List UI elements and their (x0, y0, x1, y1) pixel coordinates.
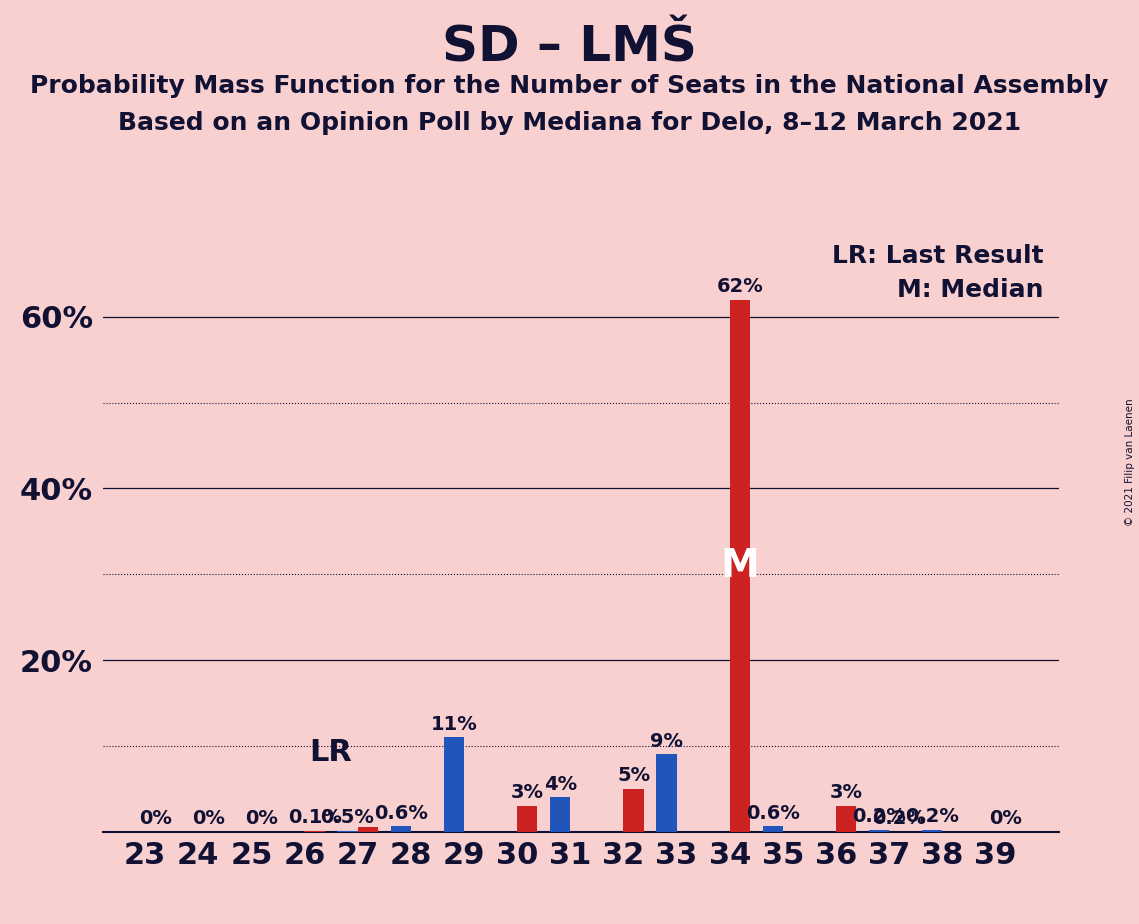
Bar (517, 806, 538, 832)
Bar (656, 754, 677, 832)
Text: 0.5%: 0.5% (320, 808, 375, 827)
Bar (550, 797, 571, 832)
Text: 0.1%: 0.1% (288, 808, 342, 827)
Text: LR: Last Result: LR: Last Result (831, 244, 1043, 268)
Bar (869, 830, 890, 832)
Bar (358, 827, 378, 832)
Bar (623, 789, 644, 832)
Text: M: Median: M: Median (896, 278, 1043, 302)
Text: 0.2%: 0.2% (906, 808, 959, 826)
Bar (923, 830, 942, 832)
Text: 0.2%: 0.2% (872, 809, 926, 828)
Text: 0%: 0% (139, 809, 172, 828)
Text: 5%: 5% (617, 766, 650, 785)
Text: 0.2%: 0.2% (852, 808, 906, 826)
Text: M: M (721, 547, 760, 585)
Text: SD – LMŠ: SD – LMŠ (442, 23, 697, 71)
Text: 0%: 0% (989, 809, 1022, 828)
Bar (836, 806, 857, 832)
Text: 62%: 62% (716, 277, 763, 297)
Text: 0%: 0% (245, 809, 278, 828)
Text: LR: LR (310, 738, 352, 767)
Bar (391, 826, 411, 832)
Bar (444, 737, 464, 832)
Text: 0%: 0% (191, 809, 224, 828)
Text: 0.6%: 0.6% (374, 804, 427, 823)
Text: 4%: 4% (543, 775, 576, 794)
Text: 0.6%: 0.6% (746, 804, 800, 823)
Text: Probability Mass Function for the Number of Seats in the National Assembly: Probability Mass Function for the Number… (31, 74, 1108, 98)
Text: © 2021 Filip van Laenen: © 2021 Filip van Laenen (1125, 398, 1134, 526)
Text: 11%: 11% (431, 715, 477, 734)
Text: 3%: 3% (829, 784, 862, 802)
Text: 9%: 9% (650, 732, 683, 751)
Text: 3%: 3% (510, 784, 543, 802)
Bar (763, 826, 782, 832)
Text: Based on an Opinion Poll by Mediana for Delo, 8–12 March 2021: Based on an Opinion Poll by Mediana for … (118, 111, 1021, 135)
Bar (730, 299, 749, 832)
